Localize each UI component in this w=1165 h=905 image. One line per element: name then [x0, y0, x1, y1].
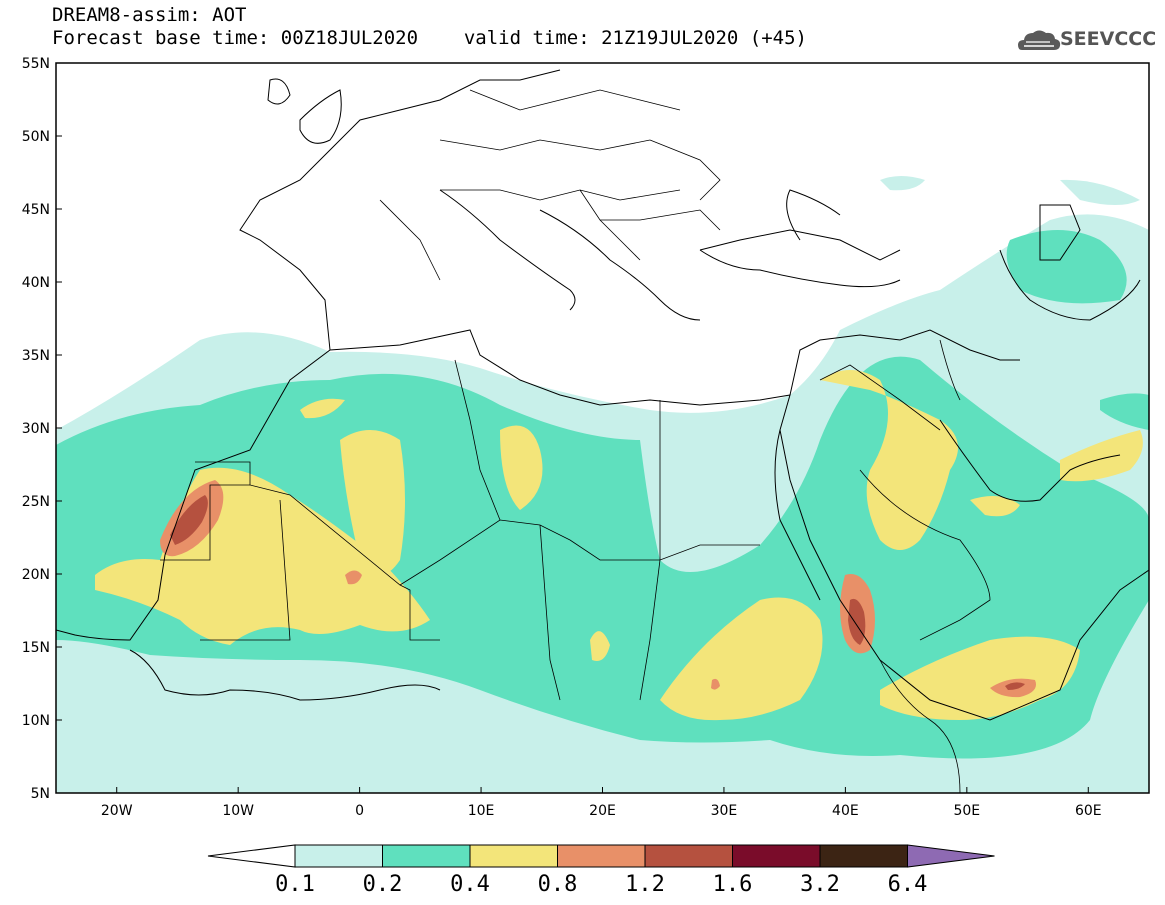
lon-tick-label: 20E [589, 803, 616, 819]
aot-band-0.2 [56, 230, 1149, 759]
colorbar-label: 6.4 [888, 872, 928, 897]
aot-map: 55N 50N 45N 40N 35N 30N 25N 20N 15N 10N 5N 20W 10W 0… [22, 56, 1150, 819]
map-title: DREAM8-assim: AOT [52, 4, 247, 26]
lat-tick-label: 5N [31, 786, 50, 802]
coastlines [56, 69, 1149, 721]
lon-tick-label: 30E [711, 803, 738, 819]
lon-tick-label: 10W [222, 803, 254, 819]
forecast-base-time: Forecast base time: 00Z18JUL2020 [52, 27, 419, 49]
colorbar-label: 0.8 [538, 872, 578, 897]
lon-tick-label: 20W [101, 803, 133, 819]
colorbar-label: 0.1 [275, 872, 315, 897]
lon-tick-label: 0 [355, 803, 364, 819]
aot-band-1.2 [170, 495, 1025, 690]
colorbar-label: 3.2 [800, 872, 840, 897]
lat-tick-label: 40N [22, 275, 50, 291]
lat-tick-label: 10N [22, 713, 50, 729]
lat-tick-label: 45N [22, 202, 50, 218]
colorbar-label: 0.4 [450, 872, 490, 897]
lat-tick-label: 25N [22, 494, 50, 510]
lat-tick-label: 30N [22, 421, 50, 437]
lat-tick-label: 55N [22, 56, 50, 72]
lat-tick-label: 20N [22, 567, 50, 583]
colorbar-label: 0.2 [363, 872, 403, 897]
lon-tick-label: 40E [832, 803, 859, 819]
lat-tick-label: 50N [22, 129, 50, 145]
lon-tick-label: 60E [1075, 803, 1102, 819]
map-subtitle: Forecast base time: 00Z18JUL2020 valid t… [52, 27, 807, 49]
lon-tick-label: 50E [953, 803, 980, 819]
lat-tick-label: 15N [22, 640, 50, 656]
valid-time: valid time: 21Z19JUL2020 (+45) [463, 27, 807, 49]
lon-tick-label: 10E [468, 803, 495, 819]
colorbar-label: 1.2 [625, 872, 665, 897]
latitude-axis: 55N 50N 45N 40N 35N 30N 25N 20N 15N 10N 5N [22, 56, 62, 802]
logo-text: SEEVCCC [1060, 28, 1157, 50]
country-borders [160, 89, 991, 793]
logo [1018, 30, 1061, 50]
lat-tick-label: 35N [22, 348, 50, 364]
colorbar-label: 1.6 [713, 872, 753, 897]
cloud-icon [1018, 30, 1061, 50]
longitude-axis: 20W 10W 0 10E 20E 30E 40E 50E 60E [101, 787, 1102, 819]
